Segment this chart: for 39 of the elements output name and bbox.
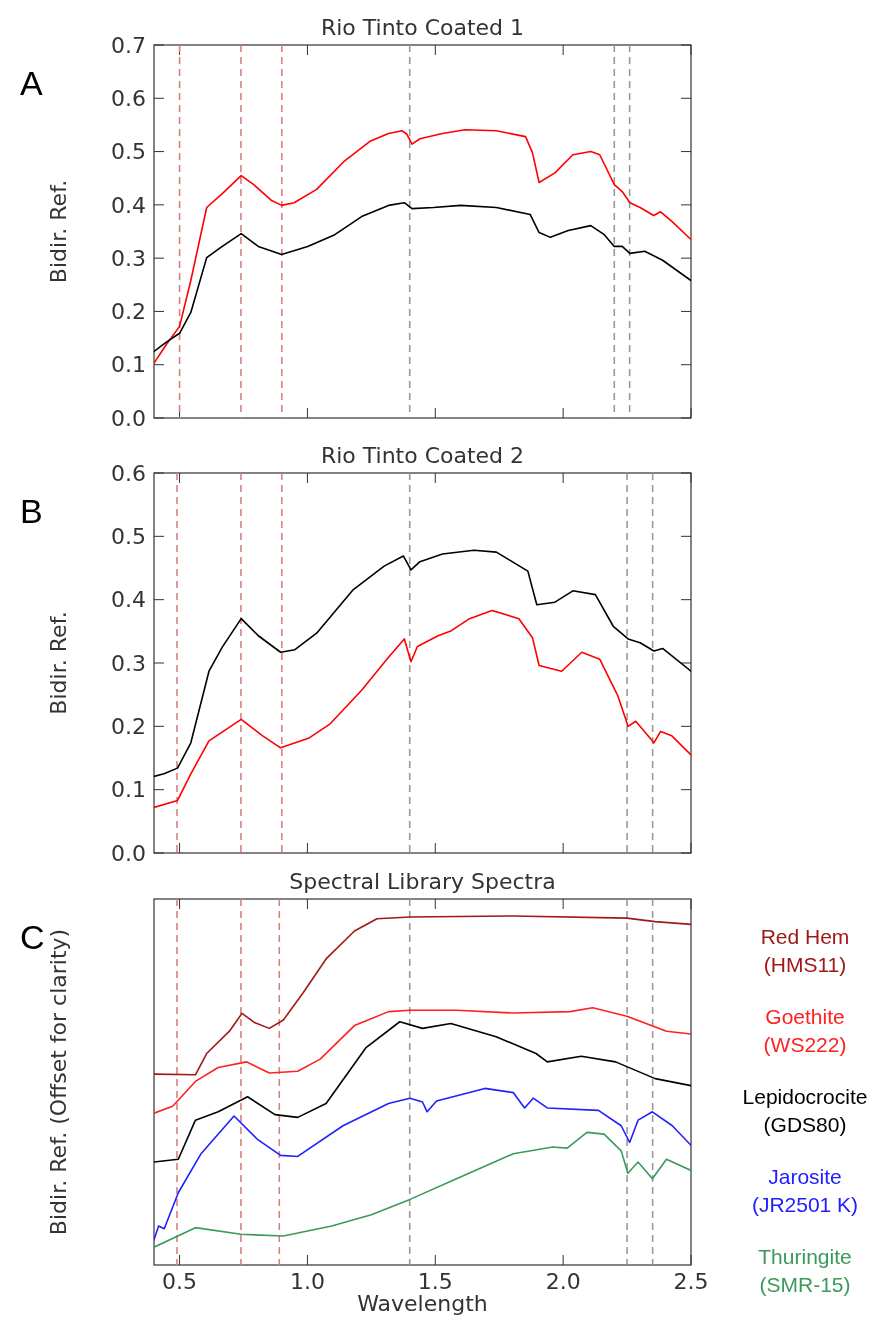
text: Goethite (WS222) [763, 1005, 847, 1056]
y-tick-label: 0.6 [111, 85, 146, 111]
line-series [154, 609, 691, 809]
text: Thuringite (SMR-15) [758, 1245, 852, 1296]
y-tick-label: 0.1 [111, 352, 146, 378]
chart-title: Spectral Library Spectra [289, 869, 556, 894]
y-tick-label: 0.5 [111, 139, 146, 165]
x-tick-label: 0.5 [162, 1269, 198, 1294]
y-axis-title: Bidir. Ref. [46, 611, 71, 715]
y-tick-label: 0.1 [111, 777, 146, 803]
y-axis-title: Bidir. Ref. [46, 179, 71, 284]
text: Red Hem (HMS11) [760, 925, 850, 976]
y-tick-label: 0.7 [111, 32, 146, 58]
text: C [20, 918, 45, 956]
y-tick-label: 0.3 [111, 245, 146, 271]
y-tick-label: 0.4 [111, 587, 146, 613]
x-tick-label: 2.0 [545, 1269, 581, 1294]
chart-title: Rio Tinto Coated 2 [320, 443, 525, 468]
text: A [20, 64, 43, 102]
chart-title: Rio Tinto Coated 1 [320, 15, 525, 40]
line-series [154, 128, 691, 364]
x-axis-title: Wavelength [357, 1291, 488, 1316]
y-tick-label: 0.3 [111, 650, 146, 676]
text: B [20, 492, 43, 530]
y-tick-label: 0.6 [111, 460, 146, 486]
x-tick-label: 1.5 [417, 1269, 453, 1294]
y-tick-label: 0.5 [111, 524, 146, 550]
y-tick-label: 0.0 [111, 405, 146, 431]
text: Lepidocrocite (GDS80) [742, 1085, 868, 1136]
x-tick-label: 1.0 [289, 1269, 325, 1294]
y-tick-label: 0.2 [111, 714, 146, 740]
y-axis-title: Bidir. Ref. (Offset for clarity) [46, 928, 71, 1236]
line-series [154, 201, 691, 353]
y-tick-label: 0.2 [111, 299, 146, 325]
line-series [154, 549, 691, 778]
x-tick-label: 2.5 [673, 1269, 709, 1294]
y-tick-label: 0.4 [111, 192, 146, 218]
y-tick-label: 0.0 [111, 840, 146, 866]
text: Jarosite (JR2501 K) [751, 1165, 859, 1216]
